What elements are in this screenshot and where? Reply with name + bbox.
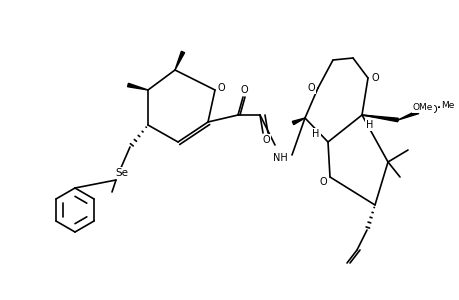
Polygon shape <box>361 115 397 122</box>
Text: O: O <box>240 85 247 95</box>
Text: Se: Se <box>115 168 128 178</box>
Text: O: O <box>217 83 224 93</box>
Text: O: O <box>262 135 269 145</box>
Text: H: H <box>312 129 319 139</box>
Text: H: H <box>365 120 373 130</box>
Text: Me: Me <box>440 101 453 110</box>
Text: O: O <box>307 83 314 93</box>
Polygon shape <box>291 118 304 124</box>
Polygon shape <box>174 51 184 70</box>
Text: O: O <box>319 177 326 187</box>
Text: O: O <box>428 105 436 115</box>
Text: O: O <box>370 73 378 83</box>
Polygon shape <box>397 110 418 120</box>
Text: NH: NH <box>272 153 287 163</box>
Text: OMe: OMe <box>412 103 432 112</box>
Polygon shape <box>127 83 148 90</box>
